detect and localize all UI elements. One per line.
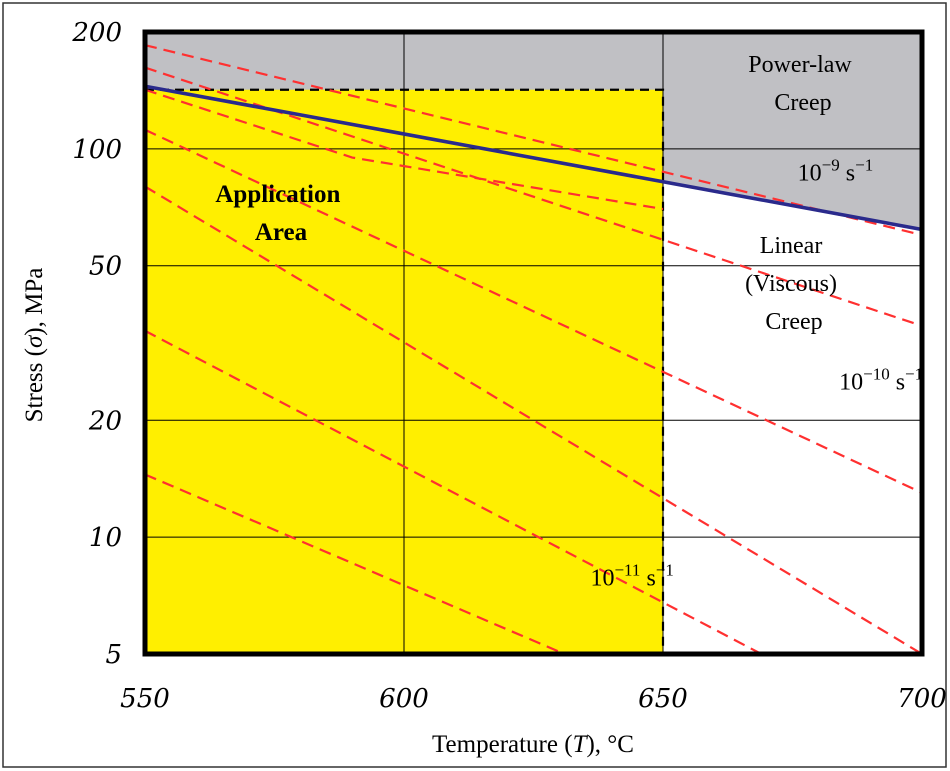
strain-rate-label-3: 10−11 s−1 bbox=[590, 561, 673, 592]
strain-rate-label-part: 10 bbox=[590, 566, 614, 592]
plot-frame bbox=[142, 29, 925, 657]
regions-layer bbox=[145, 32, 922, 654]
strain-rate-label-part: 10 bbox=[839, 370, 863, 396]
strain-rate-label-1: 10−9 s−1 bbox=[798, 155, 874, 186]
y-tick-label-200: 200 bbox=[71, 18, 122, 48]
strain-rate-label-part: −1 bbox=[905, 365, 923, 384]
strain-rate-line-7 bbox=[144, 473, 566, 656]
y-axis-title-pre: Stress ( bbox=[21, 348, 48, 422]
strain-rate-line-1 bbox=[144, 44, 923, 237]
power-law-line-2: Creep bbox=[774, 90, 831, 116]
linear-line-3: Creep bbox=[765, 309, 822, 335]
power-law-line-1: Power-law bbox=[748, 52, 852, 78]
x-tick-label-550: 550 bbox=[120, 684, 170, 714]
strain-rate-label-part: 10 bbox=[798, 160, 822, 186]
y-tick-label-100: 100 bbox=[72, 135, 122, 165]
x-tick-label-700: 700 bbox=[897, 684, 947, 714]
x-axis-title-post: ), °C bbox=[586, 731, 634, 758]
y-tick-label-50: 50 bbox=[89, 252, 122, 282]
application-line-1: Application bbox=[215, 181, 340, 208]
linear-line-2: (Viscous) bbox=[745, 271, 837, 297]
lines-layer bbox=[144, 44, 923, 656]
region-label-power-law: Power-law Creep bbox=[748, 52, 858, 116]
y-axis-title-post: ), MPa bbox=[21, 268, 48, 336]
strain-rate-label-part: s bbox=[640, 566, 655, 592]
x-tick-label-650: 650 bbox=[638, 684, 688, 714]
strain-rate-label-part: s bbox=[840, 160, 855, 186]
x-axis-title: Temperature (T), °C bbox=[432, 731, 634, 758]
y-tick-label-5: 5 bbox=[105, 640, 122, 670]
y-tick-label-20: 20 bbox=[88, 406, 122, 436]
strain-rate-line-6 bbox=[144, 329, 762, 655]
strain-rate-line-3 bbox=[144, 88, 664, 211]
region-label-linear: Linear (Viscous) Creep bbox=[745, 233, 843, 335]
strain-rate-label-part: −1 bbox=[855, 155, 873, 174]
strain-rate-label-part: −10 bbox=[863, 365, 890, 384]
y-tick-label-10: 10 bbox=[89, 523, 122, 553]
linear-line-1: Linear bbox=[760, 233, 823, 259]
strain-rate-label-part: −9 bbox=[822, 155, 840, 174]
strain-rate-label-part: −1 bbox=[656, 561, 674, 580]
y-axis-title: Stress (σ), MPa bbox=[21, 268, 48, 423]
x-tick-label-600: 600 bbox=[379, 684, 429, 714]
x-axis-title-pre: Temperature ( bbox=[432, 731, 573, 758]
strain-rate-label-2: 10−10 s−1 bbox=[839, 365, 923, 396]
y-axis-title-symbol: σ bbox=[21, 334, 48, 348]
rate-labels-layer: 10−9 s−110−10 s−110−11 s−1 bbox=[590, 155, 923, 591]
ticks-layer: 550 600 650 700 5 10 20 50 100 200 bbox=[71, 18, 946, 714]
application-area-label: Application Area bbox=[215, 181, 346, 246]
grid-layer bbox=[145, 32, 922, 654]
creep-regime-boundary-line bbox=[144, 84, 923, 232]
x-axis-title-symbol: T bbox=[573, 731, 589, 758]
application-line-2: Area bbox=[255, 219, 308, 246]
strain-rate-line-4 bbox=[144, 128, 923, 494]
strain-rate-label-part: s bbox=[890, 370, 905, 396]
strain-rate-label-part: −11 bbox=[614, 561, 640, 580]
